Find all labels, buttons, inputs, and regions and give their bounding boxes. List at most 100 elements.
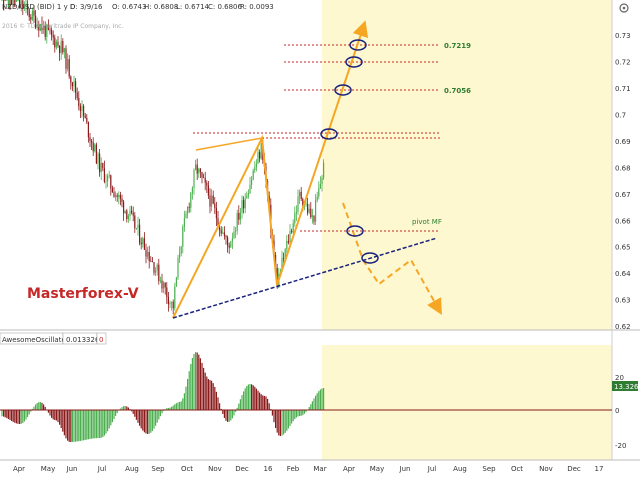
- candle-body: [320, 184, 321, 188]
- oscillator-bar: [179, 402, 180, 410]
- candle-body: [307, 204, 308, 213]
- candle-body: [197, 165, 198, 174]
- oscillator-bar: [278, 410, 279, 435]
- candle-body: [205, 178, 206, 183]
- oscillator-bar: [11, 410, 12, 421]
- oscillator-bar: [54, 410, 55, 420]
- oscillator-bar: [144, 410, 145, 432]
- oscillator-bar: [70, 410, 71, 442]
- oscillator-bar: [126, 406, 127, 410]
- candle-body: [158, 265, 159, 281]
- oscillator-header: AwesomeOscillator 0.013326 0: [0, 333, 106, 344]
- candle-body: [173, 302, 174, 309]
- time-tick-0: Apr: [13, 465, 25, 473]
- oscillator-bar: [256, 389, 257, 410]
- oscillator-bar: [238, 404, 239, 410]
- oscillator-bar: [102, 410, 103, 437]
- candle-body: [53, 35, 54, 38]
- oscillator-bar: [323, 388, 324, 410]
- time-tick-8: Dec: [235, 465, 249, 473]
- candle-body: [259, 152, 260, 158]
- candle-body: [97, 154, 98, 164]
- oscillator-bar: [67, 410, 68, 441]
- oscillator-bar: [253, 385, 254, 410]
- candle-body: [187, 207, 188, 214]
- time-tick-7: Nov: [208, 465, 222, 473]
- oscillator-bar: [152, 410, 153, 431]
- candle-body: [77, 93, 78, 98]
- price-tick-11: 0.62: [615, 323, 631, 331]
- candle-body: [56, 42, 57, 48]
- oscillator-bar: [313, 398, 314, 410]
- candle-body: [115, 195, 116, 197]
- oscillator-bar: [21, 410, 22, 424]
- oscillator-bar: [69, 410, 70, 442]
- time-tick-3: Jul: [97, 465, 107, 473]
- oscillator-bar: [104, 410, 105, 436]
- oscillator-bar: [233, 410, 234, 415]
- oscillator-bar: [73, 410, 74, 442]
- time-tick-16: Aug: [453, 465, 467, 473]
- oscillator-bar: [181, 401, 182, 410]
- oscillator-bar: [150, 410, 151, 433]
- oscillator-bar: [304, 410, 305, 414]
- oscillator-bar: [88, 410, 89, 439]
- oscillator-bar: [272, 410, 273, 416]
- candle-body: [216, 208, 217, 218]
- candle-body: [227, 237, 228, 245]
- oscillator-bar: [261, 394, 262, 410]
- candle-body: [192, 188, 193, 193]
- candle-body: [249, 185, 250, 193]
- candle-body: [83, 106, 84, 116]
- candle-body: [105, 181, 106, 182]
- candle-body: [184, 218, 185, 227]
- candle-body: [121, 199, 122, 202]
- candle-body: [78, 98, 79, 106]
- oscillator-bar: [312, 401, 313, 410]
- candle-body: [232, 238, 233, 241]
- oscillator-bar: [13, 410, 14, 422]
- candle-body: [248, 193, 249, 195]
- oscillator-bar: [77, 410, 78, 441]
- oscillator-bar: [147, 410, 148, 434]
- oscillator-bar: [225, 410, 226, 421]
- oscillator-bar: [53, 410, 54, 419]
- candle-body: [189, 207, 190, 208]
- candle-body: [54, 38, 55, 48]
- oscillator-bar: [80, 410, 81, 441]
- oscillator-badge-text: 13.326: [614, 383, 639, 391]
- oscillator-bar: [177, 402, 178, 410]
- oscillator-bar: [62, 410, 63, 432]
- oscillator-bar: [200, 358, 201, 410]
- time-tick-4: Aug: [125, 465, 139, 473]
- oscillator-bar: [229, 410, 230, 422]
- oscillator-bar: [190, 364, 191, 410]
- time-tick-18: Oct: [511, 465, 523, 473]
- oscillator-bar: [40, 402, 41, 410]
- price-tick-7: 0.66: [615, 217, 631, 225]
- oscillator-bar: [251, 384, 252, 410]
- oscillator-bar: [273, 410, 274, 422]
- oscillator-bar: [65, 410, 66, 438]
- candle-body: [118, 195, 119, 197]
- oscillator-bar: [297, 410, 298, 416]
- oscillator-bar: [205, 373, 206, 410]
- oscillator-bar: [115, 410, 116, 416]
- candle-body: [147, 252, 148, 257]
- oscillator-bar: [209, 380, 210, 410]
- oscillator-bar: [302, 410, 303, 415]
- oscillator-bar: [267, 399, 268, 410]
- oscillator-bar: [141, 410, 142, 428]
- oscillator-bar: [161, 410, 162, 413]
- oscillator-bar: [198, 355, 199, 410]
- candle-body: [208, 185, 209, 195]
- candle-body: [157, 265, 158, 271]
- oscillator-bar: [254, 387, 255, 410]
- candle-body: [294, 213, 295, 223]
- oscillator-bar: [283, 410, 284, 434]
- oscillator-bar: [145, 410, 146, 433]
- candle-body: [101, 163, 102, 172]
- oscillator-bar: [99, 410, 100, 438]
- time-tick-6: Oct: [181, 465, 193, 473]
- candle-body: [85, 116, 86, 118]
